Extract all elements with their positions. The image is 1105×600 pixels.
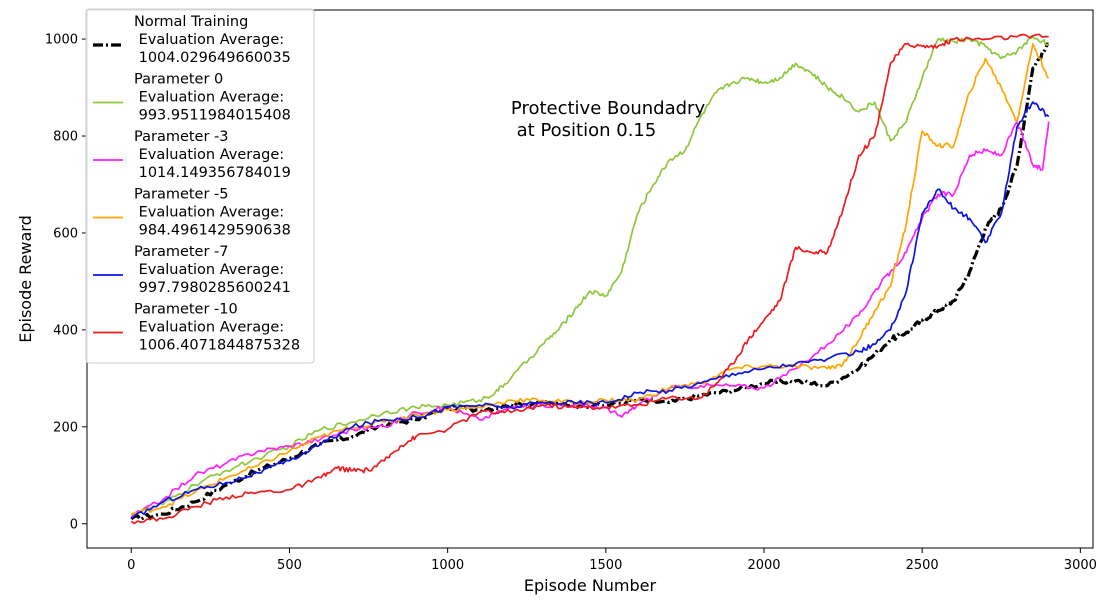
legend-label-2-line-2: 1014.149356784019 (134, 165, 291, 181)
legend-label-4-line-2: 997.7980285600241 (134, 280, 291, 296)
legend-label-4-line-1: Evaluation Average: (134, 262, 284, 278)
series-line-4 (130, 101, 1050, 520)
series-line-5 (130, 33, 1049, 525)
x-tick-label: 0 (127, 558, 135, 573)
annotation-line-2: at Position 0.15 (511, 120, 656, 141)
x-tick-label: 1000 (431, 558, 464, 573)
chart-annotation: Protective Boundadry at Position 0.15 (511, 98, 711, 141)
y-axis-label: Episode Reward (16, 215, 35, 343)
legend-label-3-line-2: 984.4961429590638 (134, 223, 291, 239)
y-tick-label: 400 (53, 323, 78, 338)
y-tick-label: 200 (53, 420, 78, 435)
legend-label-4-line-0: Parameter -7 (134, 244, 229, 260)
legend-label-3-line-0: Parameter -5 (134, 187, 229, 203)
x-tick-label: 500 (277, 558, 302, 573)
series-line-1 (131, 35, 1050, 516)
x-axis-ticks: 0 500 1000 1500 2000 2500 3000 (127, 548, 1097, 573)
legend-box (85, 8, 315, 364)
legend-label-5-line-2: 1006.4071844875328 (134, 338, 300, 354)
y-tick-label: 600 (53, 226, 78, 241)
x-axis-label: Episode Number (524, 576, 657, 595)
legend-label-1-line-1: Evaluation Average: (134, 90, 284, 106)
y-tick-label: 800 (53, 130, 78, 145)
legend-label-2-line-0: Parameter -3 (134, 129, 229, 145)
y-tick-label: 1000 (45, 33, 78, 48)
legend-label-1-line-2: 993.9511984015408 (134, 108, 291, 124)
legend-label-2-line-1: Evaluation Average: (134, 147, 284, 163)
legend-label-5-line-1: Evaluation Average: (134, 320, 284, 336)
legend-label-0-line-2: 1004.029649660035 (134, 50, 291, 66)
legend-label-0-line-1: Evaluation Average: (134, 32, 284, 48)
legend: Normal Training Evaluation Average: 1004… (85, 8, 315, 364)
series-layer (130, 33, 1050, 525)
annotation-line-1: Protective Boundadry (511, 98, 706, 119)
x-tick-label: 2500 (906, 558, 939, 573)
y-tick-label: 0 (70, 517, 78, 532)
y-axis-ticks: 0 200 400 600 800 1000 (45, 33, 87, 532)
legend-label-3-line-1: Evaluation Average: (134, 205, 284, 221)
x-tick-label: 1500 (589, 558, 622, 573)
legend-label-5-line-0: Parameter -10 (134, 302, 238, 318)
legend-label-1-line-0: Parameter 0 (134, 72, 223, 88)
x-tick-label: 3000 (1064, 558, 1097, 573)
x-tick-label: 2000 (747, 558, 780, 573)
legend-label-0-line-0: Normal Training (134, 14, 248, 30)
